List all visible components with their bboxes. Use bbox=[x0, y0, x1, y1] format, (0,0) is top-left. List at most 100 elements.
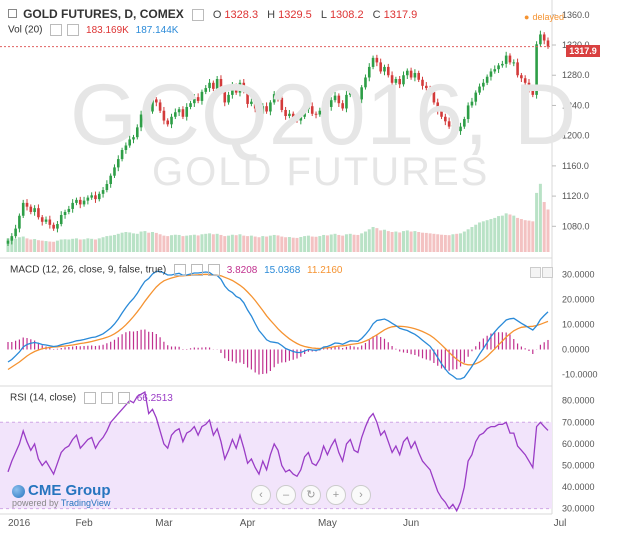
candle-body bbox=[139, 114, 143, 128]
macd-settings-icon[interactable] bbox=[173, 264, 186, 276]
candle-body bbox=[474, 92, 478, 102]
time-axis-label: May bbox=[318, 518, 337, 529]
candle-body bbox=[516, 62, 519, 76]
volume-bar bbox=[131, 233, 135, 252]
candle-body bbox=[318, 110, 322, 115]
volume-bar bbox=[276, 235, 280, 252]
settings-icon[interactable] bbox=[191, 9, 204, 22]
macd-signal-line bbox=[7, 273, 549, 371]
candle-body bbox=[379, 62, 382, 72]
candle-body bbox=[59, 214, 63, 225]
collapse-icon[interactable] bbox=[8, 9, 17, 18]
candle-body bbox=[482, 82, 485, 87]
volume-settings-icon[interactable] bbox=[50, 24, 63, 36]
volume-bar bbox=[493, 217, 497, 252]
open-label: O bbox=[212, 9, 222, 21]
volume-bar bbox=[333, 233, 337, 252]
scroll-right-button[interactable]: › bbox=[351, 485, 371, 505]
rsi-tick-label: 40.0000 bbox=[562, 482, 595, 492]
candle-body bbox=[535, 44, 538, 95]
candle-body bbox=[322, 101, 325, 111]
macd-minimize-icon[interactable] bbox=[530, 267, 541, 278]
volume-bar bbox=[462, 231, 466, 252]
rsi-settings-icon[interactable] bbox=[83, 392, 96, 404]
candle-body bbox=[215, 79, 219, 89]
volume-bar bbox=[287, 237, 291, 252]
candle-body bbox=[90, 195, 93, 198]
volume-bar bbox=[421, 232, 425, 252]
candle-body bbox=[459, 126, 462, 132]
candle-body bbox=[223, 88, 227, 103]
volume-bar bbox=[10, 237, 14, 252]
volume-bar bbox=[158, 234, 162, 252]
candle-body bbox=[166, 120, 170, 125]
reset-button[interactable]: ↻ bbox=[301, 485, 321, 505]
candle-body bbox=[421, 79, 424, 86]
volume-bar bbox=[284, 237, 288, 252]
rsi-hide-icon[interactable] bbox=[100, 392, 113, 404]
volume-bar bbox=[428, 233, 432, 252]
rsi-close-icon[interactable] bbox=[117, 392, 130, 404]
volume-bar bbox=[443, 234, 447, 252]
candle-body bbox=[147, 104, 151, 112]
volume-bar bbox=[470, 227, 474, 252]
volume-bar bbox=[246, 236, 250, 252]
macd-close-icon[interactable] bbox=[207, 264, 220, 276]
volume-bar bbox=[322, 234, 326, 252]
macd-line-value: 15.0368 bbox=[264, 264, 301, 276]
candle-body bbox=[413, 72, 417, 78]
volume-bar bbox=[242, 235, 246, 252]
zoom-out-button[interactable]: – bbox=[276, 485, 296, 505]
macd-maximize-icon[interactable] bbox=[542, 267, 553, 278]
time-axis-label: Mar bbox=[155, 518, 173, 529]
rsi-header: RSI (14, close) 66.2513 bbox=[10, 392, 173, 404]
candle-body bbox=[143, 104, 147, 115]
volume-label: Vol (20) bbox=[8, 24, 43, 36]
volume-bar bbox=[375, 228, 379, 252]
volume-hide-icon[interactable] bbox=[67, 24, 80, 36]
candle-body bbox=[504, 55, 508, 64]
candle-body bbox=[341, 103, 344, 109]
candle-body bbox=[56, 224, 59, 229]
volume-header: Vol (20) 183.169K 187.144K bbox=[8, 24, 178, 36]
zoom-in-button[interactable]: + bbox=[326, 485, 346, 505]
volume-bar bbox=[55, 240, 59, 252]
volume-bar bbox=[128, 232, 132, 252]
volume-bar bbox=[516, 217, 520, 252]
candle-body bbox=[329, 100, 333, 107]
price-tick-label: 1360.0 bbox=[562, 10, 590, 20]
volume-bar bbox=[417, 232, 421, 252]
volume-bar bbox=[151, 232, 155, 252]
candle-body bbox=[234, 85, 238, 93]
macd-tick-label: -10.0000 bbox=[562, 370, 598, 380]
volume-bar bbox=[120, 232, 124, 252]
macd-signal-value: 11.2160 bbox=[307, 264, 343, 276]
candle-body bbox=[436, 102, 440, 111]
volume-bar bbox=[147, 232, 151, 252]
price-tick-label: 1280.0 bbox=[562, 70, 590, 80]
tradingview-link[interactable]: TradingView bbox=[60, 498, 111, 508]
macd-hide-icon[interactable] bbox=[190, 264, 203, 276]
volume-bar bbox=[367, 229, 371, 252]
volume-bar bbox=[280, 236, 284, 252]
volume-value-2: 187.144K bbox=[135, 24, 179, 36]
candle-body bbox=[208, 82, 211, 89]
candle-body bbox=[265, 106, 268, 112]
candle-body bbox=[29, 206, 33, 212]
volume-bar bbox=[93, 239, 97, 252]
volume-bar bbox=[481, 221, 485, 252]
volume-bar bbox=[303, 236, 307, 252]
candle-body bbox=[405, 70, 409, 76]
scroll-left-button[interactable]: ‹ bbox=[251, 485, 271, 505]
volume-bar bbox=[519, 219, 523, 252]
volume-bar bbox=[97, 238, 101, 252]
volume-bar bbox=[299, 237, 303, 252]
candle-body bbox=[288, 113, 291, 117]
volume-bar bbox=[249, 235, 253, 252]
candle-body bbox=[489, 71, 493, 77]
macd-line bbox=[7, 270, 549, 380]
candle-body bbox=[531, 88, 535, 95]
volume-bar bbox=[325, 235, 329, 252]
cme-logo[interactable]: CME Group powered by TradingView bbox=[12, 482, 111, 508]
rsi-label: RSI (14, close) bbox=[10, 392, 77, 404]
